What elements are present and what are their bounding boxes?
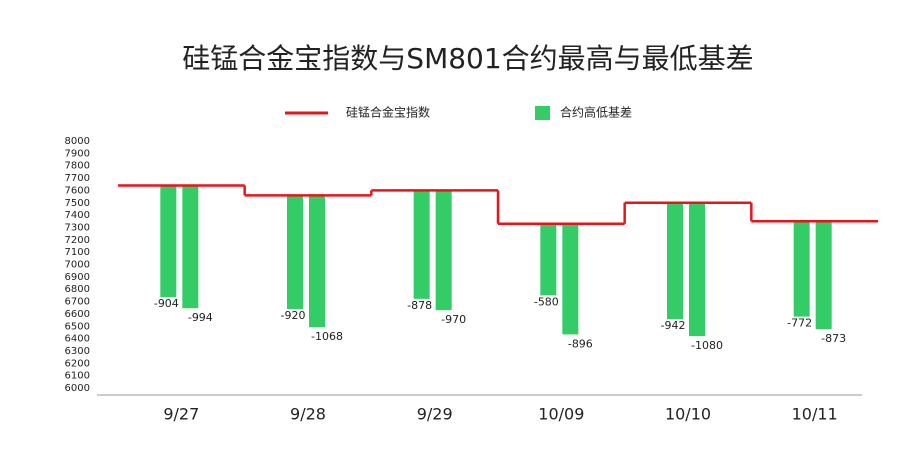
bar — [160, 185, 177, 298]
y-tick-label: 7800 — [65, 161, 90, 172]
data-label: -970 — [441, 313, 466, 326]
data-label: -904 — [154, 297, 179, 310]
legend-label: 硅锰合金宝指数 — [346, 105, 430, 120]
y-tick-label: 6800 — [65, 284, 90, 295]
x-tick-label: 10/09 — [538, 405, 584, 424]
x-tick-label: 9/29 — [417, 405, 453, 424]
data-label: -920 — [281, 309, 306, 322]
x-tick-label: 9/28 — [290, 405, 326, 424]
bar — [815, 221, 832, 330]
legend-label: 合约高低基差 — [560, 105, 632, 120]
data-label: -878 — [407, 299, 432, 312]
x-tick-label: 9/27 — [163, 405, 199, 424]
chart-title: 硅锰合金宝指数与SM801合约最高与最低基差 — [182, 42, 753, 75]
y-tick-label: 7700 — [65, 173, 90, 184]
y-tick-label: 7300 — [65, 222, 90, 233]
y-tick-label: 6400 — [65, 334, 90, 345]
data-label: -942 — [661, 319, 686, 332]
bar — [287, 195, 303, 309]
y-tick-label: 7900 — [65, 148, 90, 159]
x-tick-label: 10/10 — [665, 405, 711, 424]
bar — [309, 195, 325, 328]
bar — [689, 202, 705, 337]
y-tick-label: 6200 — [65, 358, 90, 369]
y-tick-label: 7200 — [65, 235, 90, 246]
y-tick-label: 7600 — [65, 185, 90, 196]
data-label: -994 — [188, 311, 213, 324]
y-tick-label: 6500 — [65, 321, 90, 332]
legend-swatch — [535, 106, 550, 120]
data-label: -873 — [821, 332, 846, 345]
y-tick-label: 6700 — [65, 297, 90, 308]
bar — [540, 223, 557, 296]
bar — [413, 190, 430, 299]
y-tick-label: 6300 — [65, 346, 90, 357]
data-label: -772 — [787, 317, 812, 330]
y-tick-label: 7000 — [65, 260, 90, 271]
data-label: -1068 — [311, 330, 343, 343]
bar — [182, 185, 199, 309]
y-tick-label: 7100 — [65, 247, 90, 258]
bar — [793, 221, 810, 317]
data-label: -1080 — [691, 339, 723, 352]
bar — [435, 190, 452, 311]
y-tick-label: 6600 — [65, 309, 90, 320]
y-tick-label: 8000 — [65, 136, 90, 147]
y-tick-label: 6100 — [65, 371, 90, 382]
bar — [562, 223, 579, 335]
y-tick-label: 6900 — [65, 272, 90, 283]
y-tick-label: 7400 — [65, 210, 90, 221]
y-tick-label: 7500 — [65, 198, 90, 209]
y-tick-label: 6000 — [65, 383, 90, 394]
data-label: -896 — [568, 337, 593, 350]
x-tick-label: 10/11 — [792, 405, 838, 424]
data-label: -580 — [534, 295, 559, 308]
bar — [667, 202, 683, 320]
